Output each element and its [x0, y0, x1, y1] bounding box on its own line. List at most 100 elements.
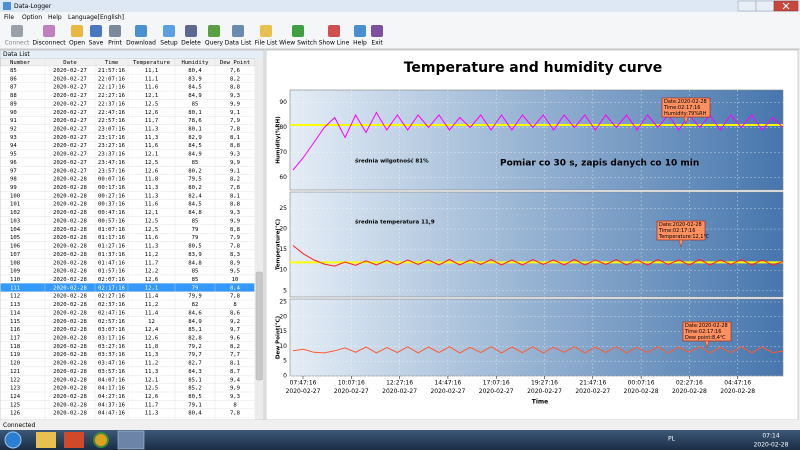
- table-cell: 23:37:16: [98, 152, 125, 158]
- table-row[interactable]: [0, 174, 255, 184]
- selected-row[interactable]: [0, 283, 255, 292]
- table-row[interactable]: [0, 116, 255, 125]
- toolbar-button-label[interactable]: Print: [108, 40, 122, 47]
- table-row[interactable]: [0, 157, 255, 167]
- table-row[interactable]: [0, 291, 255, 301]
- toolbar-icon[interactable]: [71, 25, 83, 37]
- table-row[interactable]: [0, 258, 255, 267]
- table-row[interactable]: [0, 149, 255, 159]
- toolbar-button-label[interactable]: Delete: [181, 40, 201, 47]
- toolbar-button-label[interactable]: File List: [255, 40, 278, 47]
- menu-item[interactable]: Help: [48, 14, 62, 21]
- toolbar-icon[interactable]: [11, 25, 23, 37]
- table-row[interactable]: [0, 366, 255, 376]
- taskbar-datalogger[interactable]: [117, 430, 145, 450]
- start-button[interactable]: [4, 431, 22, 449]
- minimize-button[interactable]: [737, 0, 757, 12]
- table-cell: 8,9: [230, 260, 240, 266]
- table-cell: 11,2: [145, 361, 158, 367]
- toolbar-button-label[interactable]: Query: [205, 40, 224, 47]
- toolbar-icon[interactable]: [232, 25, 244, 37]
- language-indicator[interactable]: PL: [668, 436, 676, 443]
- table-row[interactable]: [0, 224, 255, 234]
- table-row[interactable]: [0, 99, 255, 108]
- table-row[interactable]: [0, 383, 255, 393]
- toolbar-button-label[interactable]: Wiew Switch: [279, 40, 317, 47]
- taskbar-browser[interactable]: [93, 432, 109, 448]
- table-row[interactable]: [0, 65, 255, 75]
- toolbar-button-label[interactable]: Exit: [371, 40, 383, 47]
- toolbar-button-label[interactable]: Connect: [5, 40, 30, 47]
- table-row[interactable]: [0, 199, 255, 209]
- menu-item[interactable]: Option: [22, 14, 42, 21]
- table-row[interactable]: [0, 358, 255, 368]
- table-row[interactable]: [0, 233, 255, 242]
- table-row[interactable]: [0, 299, 255, 309]
- table-cell: 11,3: [145, 127, 158, 133]
- table-row[interactable]: [0, 375, 255, 384]
- table-row[interactable]: [0, 107, 255, 117]
- table-cell: 84,8: [188, 210, 202, 216]
- table-cell: 2020-02-28: [53, 302, 87, 308]
- table-row[interactable]: [0, 166, 255, 175]
- table-cell: 00:17:16: [98, 185, 125, 191]
- menu-item[interactable]: File: [4, 14, 14, 21]
- table-row[interactable]: [0, 241, 255, 251]
- toolbar-icon[interactable]: [185, 25, 197, 37]
- table-row[interactable]: [0, 74, 255, 83]
- table-cell: 12,5: [145, 101, 158, 107]
- maximize-button[interactable]: [755, 0, 775, 12]
- toolbar-button-label[interactable]: Disconnect: [32, 40, 66, 47]
- x-tick-time: 00:07:16: [628, 380, 655, 387]
- table-cell: 12,1: [145, 377, 158, 383]
- taskbar-media[interactable]: [64, 432, 84, 448]
- toolbar-icon[interactable]: [163, 25, 175, 37]
- table-row[interactable]: [0, 341, 255, 351]
- table-row[interactable]: [0, 82, 255, 92]
- table-row[interactable]: [0, 325, 255, 334]
- table-row[interactable]: [0, 408, 255, 418]
- toolbar-button-label[interactable]: Save: [89, 40, 104, 47]
- toolbar-icon[interactable]: [90, 25, 102, 37]
- toolbar-button-label[interactable]: Open: [69, 40, 85, 47]
- table-row[interactable]: [0, 90, 255, 100]
- toolbar-icon[interactable]: [260, 25, 272, 37]
- table-row[interactable]: [0, 350, 255, 359]
- table-row[interactable]: [0, 333, 255, 343]
- table-row[interactable]: [0, 274, 255, 284]
- table-row[interactable]: [0, 266, 255, 276]
- table-row[interactable]: [0, 191, 255, 200]
- menu-item[interactable]: Language[English]: [68, 14, 124, 21]
- table-cell: 02:47:16: [98, 310, 125, 316]
- toolbar-icon[interactable]: [371, 25, 383, 37]
- toolbar-button-label[interactable]: Setup: [160, 40, 178, 47]
- table-row[interactable]: [0, 207, 255, 217]
- toolbar-icon[interactable]: [208, 25, 220, 37]
- table-cell: 8,1: [230, 361, 240, 367]
- table-row[interactable]: [0, 249, 255, 259]
- toolbar-button-label[interactable]: Help: [353, 40, 367, 47]
- table-cell: 2020-02-28: [53, 344, 87, 350]
- table-row[interactable]: [0, 308, 255, 317]
- toolbar-icon[interactable]: [43, 25, 55, 37]
- toolbar-icon[interactable]: [354, 25, 366, 37]
- toolbar-button-label[interactable]: Download: [126, 40, 156, 47]
- y-tick-label: 0: [283, 373, 287, 380]
- toolbar-icon[interactable]: [109, 25, 121, 37]
- table-row[interactable]: [0, 400, 255, 409]
- table-row[interactable]: [0, 182, 255, 192]
- toolbar-button-label[interactable]: Show Line: [319, 40, 350, 47]
- toolbar-icon[interactable]: [328, 25, 340, 37]
- scrollbar-thumb[interactable]: [255, 271, 263, 381]
- taskbar-explorer[interactable]: [36, 432, 56, 448]
- toolbar-icon[interactable]: [135, 25, 147, 37]
- table-row[interactable]: [0, 316, 255, 326]
- toolbar-icon[interactable]: [292, 25, 304, 37]
- toolbar-button-label[interactable]: Data List: [225, 40, 252, 47]
- table-row[interactable]: [0, 391, 255, 401]
- table-row[interactable]: [0, 132, 255, 142]
- table-cell: 23:47:16: [98, 160, 125, 166]
- table-row[interactable]: [0, 141, 255, 150]
- table-row[interactable]: [0, 216, 255, 225]
- table-row[interactable]: [0, 124, 255, 134]
